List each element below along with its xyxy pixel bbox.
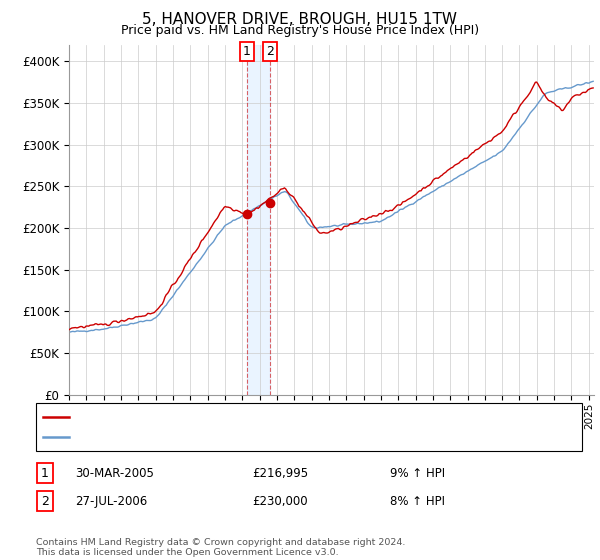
Text: 1: 1 — [41, 466, 49, 480]
Text: 27-JUL-2006: 27-JUL-2006 — [75, 494, 147, 508]
Text: HPI: Average price, detached house, East Riding of Yorkshire: HPI: Average price, detached house, East… — [73, 432, 410, 442]
Text: 2: 2 — [41, 494, 49, 508]
Text: £216,995: £216,995 — [252, 466, 308, 480]
Text: 5, HANOVER DRIVE, BROUGH, HU15 1TW: 5, HANOVER DRIVE, BROUGH, HU15 1TW — [143, 12, 458, 27]
Text: 2: 2 — [266, 45, 274, 58]
Text: 5, HANOVER DRIVE, BROUGH, HU15 1TW (detached house): 5, HANOVER DRIVE, BROUGH, HU15 1TW (deta… — [73, 412, 404, 422]
Text: 8% ↑ HPI: 8% ↑ HPI — [390, 494, 445, 508]
Text: £230,000: £230,000 — [252, 494, 308, 508]
Text: Price paid vs. HM Land Registry's House Price Index (HPI): Price paid vs. HM Land Registry's House … — [121, 24, 479, 37]
Text: 1: 1 — [242, 45, 251, 58]
Text: 30-MAR-2005: 30-MAR-2005 — [75, 466, 154, 480]
Bar — [247, 45, 269, 395]
Text: 9% ↑ HPI: 9% ↑ HPI — [390, 466, 445, 480]
Text: Contains HM Land Registry data © Crown copyright and database right 2024.
This d: Contains HM Land Registry data © Crown c… — [36, 538, 406, 557]
